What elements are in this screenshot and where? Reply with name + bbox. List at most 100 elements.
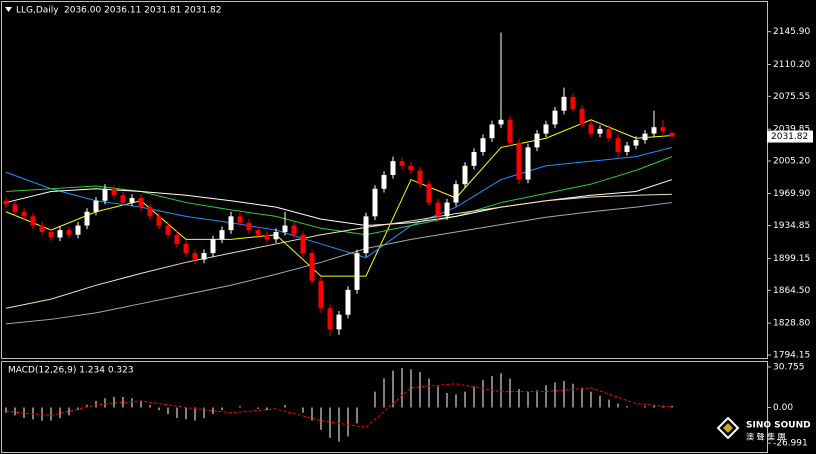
candle-body	[30, 216, 36, 226]
candle-body	[651, 127, 657, 134]
candle-body	[480, 138, 486, 153]
moving-average-line	[5, 179, 673, 227]
candle-body	[561, 96, 567, 111]
candle-body	[147, 207, 153, 217]
signal-line	[5, 383, 673, 428]
moving-average-line	[5, 202, 673, 325]
candle-body	[372, 188, 378, 217]
y-tick-label: 1934.85	[773, 221, 810, 231]
logo-core	[723, 423, 733, 433]
candle-body	[219, 230, 225, 240]
candle-body	[210, 239, 216, 254]
moving-average-line	[5, 146, 673, 259]
candle-body	[399, 161, 405, 166]
candle-body	[426, 184, 432, 203]
y-tick-label: 2145.90	[773, 27, 810, 37]
candle-body	[354, 253, 360, 290]
candle-body	[246, 222, 252, 231]
candle-body	[273, 231, 279, 240]
moving-average-line	[5, 193, 673, 309]
candle-body	[570, 96, 576, 109]
y-tick-label: 1828.80	[773, 319, 810, 329]
moving-average-line	[5, 119, 673, 277]
candle-body	[579, 108, 585, 125]
macd-title: MACD(12,26,9) 1.234 0.323	[8, 366, 134, 376]
y-tick-label: 30.755	[773, 362, 805, 372]
candle-body	[129, 197, 135, 203]
candle-body	[39, 225, 45, 232]
y-tick-label: 2110.20	[773, 60, 810, 70]
candle-body	[156, 216, 162, 226]
candle-body	[300, 234, 306, 254]
candle-body	[624, 145, 630, 153]
candle-body	[516, 142, 522, 180]
candle-body	[3, 200, 9, 205]
candle-body	[543, 124, 549, 134]
current-price-box	[767, 130, 813, 143]
logo-name: SINO SOUND	[746, 421, 811, 431]
y-tick-label: 1899.15	[773, 254, 810, 264]
y-tick-label: 2039.85	[773, 125, 810, 135]
y-tick-label: 2005.20	[773, 157, 810, 167]
y-tick-label: 1969.90	[773, 189, 810, 199]
candle-body	[336, 314, 342, 330]
candle-body	[462, 165, 468, 185]
candle-body	[120, 195, 126, 203]
candle-body	[669, 132, 675, 137]
candle-body	[381, 174, 387, 189]
candle-body	[552, 110, 558, 125]
candle-body	[534, 133, 540, 148]
candle-body	[660, 127, 666, 131]
candle-body	[111, 188, 117, 196]
candle-body	[606, 129, 612, 139]
y-tick-label: 2075.55	[773, 92, 810, 102]
y-tick-label: 1864.50	[773, 286, 810, 296]
candle-body	[138, 197, 144, 208]
candle-body	[75, 225, 81, 235]
y-tick-label: 0.00	[773, 403, 793, 413]
candle-body	[291, 225, 297, 235]
candle-body	[165, 225, 171, 235]
logo-mark	[716, 416, 740, 440]
candle-body	[588, 124, 594, 134]
candle-body	[93, 200, 99, 212]
menu-triangle	[5, 7, 12, 12]
candle-body	[363, 216, 369, 254]
candle-body	[390, 161, 396, 175]
candle-body	[201, 253, 207, 260]
candle-body	[174, 234, 180, 244]
candle-body	[345, 289, 351, 315]
candle-body	[309, 253, 315, 281]
candle-body	[255, 230, 261, 235]
y-tick-label: 1794.15	[773, 351, 810, 361]
candle-body	[102, 188, 108, 201]
chart-title: LLG,Daily	[16, 6, 59, 16]
candle-body	[192, 253, 198, 260]
y-tick-label: -26.991	[773, 439, 808, 449]
current-price-label: 2031.82	[771, 132, 808, 142]
candle-body	[66, 230, 72, 235]
candle-body	[408, 165, 414, 171]
candle-body	[471, 152, 477, 166]
candle-body	[435, 202, 441, 217]
ohlc-readout: 2036.00 2036.11 2031.81 2031.82	[64, 6, 221, 16]
candle-body	[498, 119, 504, 125]
candle-body	[615, 138, 621, 153]
candle-body	[597, 129, 603, 134]
candle-body	[525, 147, 531, 180]
logo-sub: 澳 聲 集 團	[746, 432, 786, 442]
candle-body	[633, 140, 639, 146]
candle-body	[642, 133, 648, 141]
candle-body	[57, 230, 63, 238]
logo: SINO SOUND 澳 聲 集 團	[716, 416, 811, 442]
candle-body	[183, 243, 189, 254]
candle-body	[264, 234, 270, 240]
candle-body	[228, 216, 234, 231]
candle-body	[282, 225, 288, 232]
candle-body	[444, 202, 450, 217]
candle-body	[237, 216, 243, 223]
main-panel-frame	[1, 1, 768, 359]
candle-body	[21, 211, 27, 217]
candle-body	[417, 170, 423, 185]
